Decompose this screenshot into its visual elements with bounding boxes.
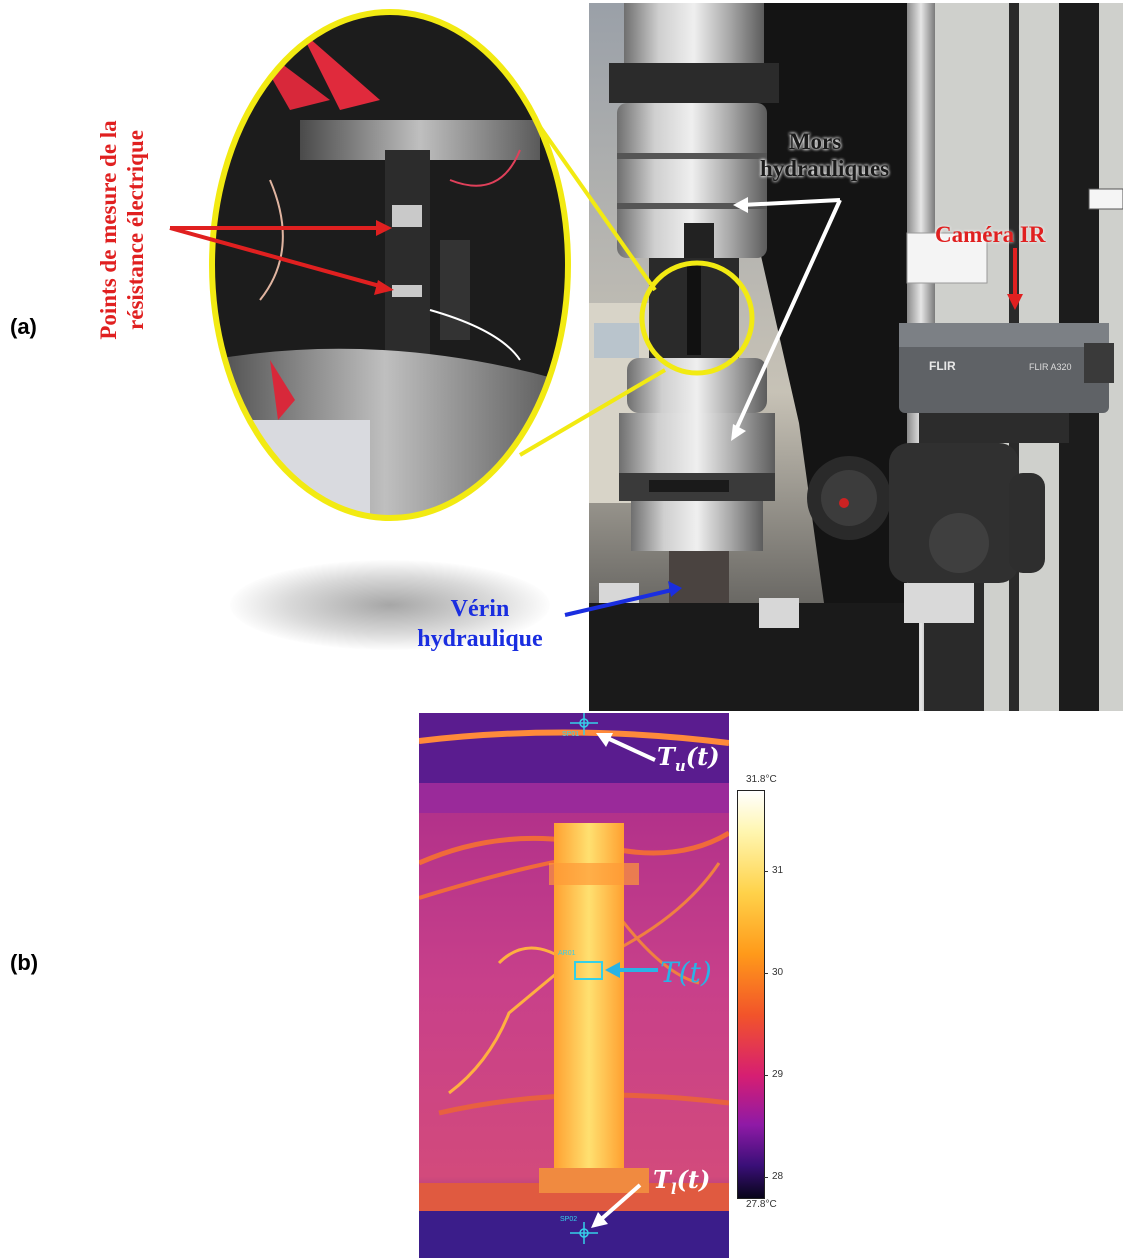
colorbar-tick-label: 30	[772, 967, 784, 979]
colorbar-tick	[764, 1074, 768, 1076]
test-machine-illustration: FLIR FLIR A320	[589, 3, 1123, 711]
sp01-label: SP01	[562, 731, 580, 738]
test-machine-photo: FLIR FLIR A320	[589, 3, 1123, 711]
jaws-arrows	[731, 197, 842, 441]
colorbar-max-label: 31.8°C	[746, 774, 777, 785]
camera-brand: FLIR	[929, 359, 956, 373]
thermal-image	[419, 713, 729, 1258]
zoom-overlay	[169, 9, 1023, 617]
ellipse-shadow	[230, 560, 550, 650]
colorbar-tick	[764, 871, 768, 873]
colorbar-tick	[764, 1176, 768, 1178]
colorbar-min-label: 27.8°C	[746, 1199, 777, 1210]
t-upper-label: Tu(t)	[657, 742, 720, 775]
actuator-line1: Vérin	[450, 596, 510, 622]
ar01-box	[574, 961, 603, 980]
t-lower-arrow	[596, 1183, 642, 1224]
colorbar-tick-label: 28	[772, 1170, 784, 1182]
ar01-label: AR01	[558, 950, 576, 957]
sp02-label: SP02	[560, 1216, 578, 1223]
colorbar-tick-label: 31	[772, 865, 784, 877]
zoom-source-ellipse	[639, 260, 755, 376]
thermal-overlay	[570, 713, 658, 1244]
actuator-arrow	[564, 581, 682, 617]
panel-label-b: (b)	[10, 950, 39, 975]
colorbar-tick-label: 29	[772, 1068, 784, 1080]
colorbar-tick	[764, 973, 768, 975]
t-upper-arrow	[604, 735, 656, 762]
zoom-inset-ellipse	[209, 9, 571, 521]
jaws-label: Mors hydrauliques	[760, 128, 890, 182]
thermal-illustration	[419, 713, 729, 1258]
camera-model: FLIR A320	[1029, 362, 1072, 372]
t-center-label: T(t)	[660, 956, 712, 989]
camera-arrow	[1007, 248, 1023, 310]
jaws-line2: hydrauliques	[760, 156, 890, 181]
t-lower-label: Tl(t)	[653, 1165, 711, 1198]
actuator-label: Vérin hydraulique	[390, 594, 570, 654]
measure-points-arrows	[169, 220, 394, 295]
colorbar	[737, 790, 765, 1199]
actuator-line2: hydraulique	[417, 626, 543, 652]
panel-label-a: (a)	[10, 314, 37, 339]
sp01-crosshair-icon	[570, 713, 598, 735]
camera-label: Caméra IR	[935, 222, 1046, 247]
sp02-crosshair-icon	[570, 1222, 598, 1244]
jaws-line1: Mors	[788, 129, 842, 154]
t-center-arrow	[605, 962, 658, 978]
